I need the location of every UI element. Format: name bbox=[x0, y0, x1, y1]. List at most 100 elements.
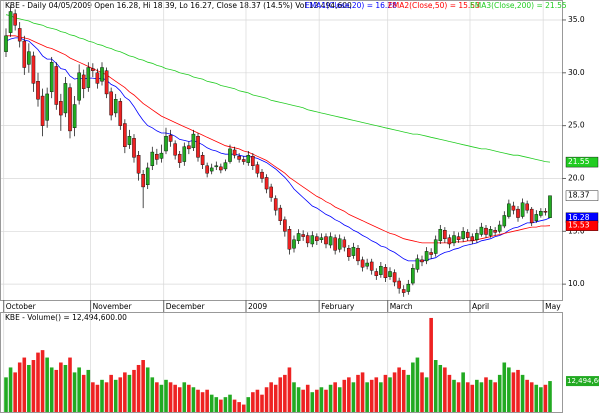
candle-body bbox=[507, 203, 511, 217]
candle-body bbox=[406, 283, 411, 292]
candle-body bbox=[241, 159, 246, 162]
volume-bar bbox=[200, 392, 205, 412]
candle-body bbox=[278, 207, 283, 221]
candle-body bbox=[328, 236, 333, 246]
volume-bar bbox=[8, 367, 13, 412]
candle-body bbox=[315, 236, 319, 242]
volume-bar bbox=[351, 382, 356, 412]
volume-bar bbox=[502, 362, 507, 412]
x-tick-label: April bbox=[472, 302, 489, 311]
candle-body bbox=[22, 40, 27, 68]
volume-bar bbox=[507, 367, 511, 412]
candle-body bbox=[118, 101, 123, 126]
candle-body bbox=[347, 248, 351, 257]
volume-bar bbox=[241, 404, 246, 412]
volume-bar bbox=[415, 357, 420, 412]
candle-body bbox=[177, 153, 182, 163]
candle-body bbox=[415, 258, 420, 270]
candle-body bbox=[159, 152, 164, 159]
candle-body bbox=[497, 224, 502, 232]
candle-body bbox=[310, 235, 315, 245]
volume-bar bbox=[22, 357, 27, 412]
x-tick-label: May bbox=[545, 302, 561, 311]
volume-bar bbox=[392, 372, 397, 412]
volume-bar bbox=[424, 377, 429, 412]
candle-body bbox=[452, 235, 456, 244]
value-tag bbox=[565, 156, 599, 168]
x-tick-label: December bbox=[166, 302, 206, 311]
candle-body bbox=[68, 87, 72, 132]
volume-bar bbox=[123, 372, 127, 412]
volume-header: KBE - Volume() = 12,494,600.00 bbox=[5, 313, 127, 322]
candle-body bbox=[214, 165, 219, 168]
volume-bar bbox=[141, 360, 145, 412]
volume-bar bbox=[273, 384, 278, 412]
volume-bar bbox=[104, 382, 109, 412]
volume-bar bbox=[49, 367, 54, 412]
volume-bar bbox=[333, 382, 337, 412]
candle-body bbox=[91, 68, 95, 71]
candle-body bbox=[132, 138, 136, 158]
volume-bar bbox=[539, 387, 543, 412]
volume-bar bbox=[246, 397, 251, 412]
volume-bar bbox=[383, 374, 388, 412]
volume-bar bbox=[548, 381, 552, 412]
candle-body bbox=[59, 101, 63, 116]
volume-bar bbox=[388, 377, 392, 412]
volume-bar bbox=[529, 382, 534, 412]
volume-bar bbox=[411, 362, 415, 412]
volume-bar bbox=[520, 374, 525, 412]
volume-bar bbox=[543, 384, 548, 412]
candle-body bbox=[305, 235, 310, 244]
candle-body bbox=[529, 208, 534, 224]
volume-bar bbox=[187, 384, 191, 412]
candle-body bbox=[511, 205, 516, 211]
volume-bar bbox=[13, 372, 17, 412]
volume-bar bbox=[324, 389, 328, 412]
volume-bar bbox=[534, 384, 539, 412]
candle-body bbox=[31, 55, 36, 84]
volume-bar bbox=[95, 384, 100, 412]
volume-bar bbox=[278, 377, 283, 412]
volume-bar bbox=[150, 377, 155, 412]
volume-bar bbox=[488, 379, 493, 412]
candle-body bbox=[539, 211, 543, 216]
candle-body bbox=[81, 74, 86, 89]
candle-body bbox=[424, 251, 429, 262]
value-tag-label: 18.37 bbox=[568, 191, 590, 200]
volume-bar bbox=[406, 374, 411, 412]
candle-body bbox=[484, 227, 488, 235]
candle-body bbox=[109, 91, 113, 116]
volume-bar bbox=[438, 364, 443, 412]
volume-bar bbox=[443, 367, 447, 412]
candle-body bbox=[4, 35, 8, 52]
price-header: KBE - Daily 04/05/2009 Open 16.28, Hi 18… bbox=[5, 1, 352, 10]
volume-bar bbox=[465, 382, 470, 412]
candle-body bbox=[86, 67, 91, 88]
volume-bar bbox=[40, 350, 45, 412]
x-tick-label: November bbox=[93, 302, 133, 311]
volume-bar bbox=[260, 394, 264, 412]
volume-bar bbox=[369, 379, 374, 412]
candle-body bbox=[420, 259, 424, 263]
volume-bar bbox=[182, 382, 187, 412]
candle-body bbox=[8, 11, 13, 33]
volume-bar bbox=[136, 364, 141, 412]
candle-body bbox=[548, 195, 552, 218]
candle-body bbox=[456, 236, 461, 240]
value-tag-label: 16.28 bbox=[568, 213, 590, 222]
candle-body bbox=[520, 202, 525, 217]
candle-body bbox=[516, 208, 520, 218]
candle-body bbox=[40, 95, 45, 126]
volume-bar bbox=[301, 389, 305, 412]
volume-bar bbox=[4, 377, 8, 412]
volume-bar bbox=[292, 382, 296, 412]
legend-entry: EMA2(Close,50) = 15.53 bbox=[388, 1, 480, 10]
volume-bar bbox=[397, 367, 401, 412]
volume-bar bbox=[45, 357, 49, 412]
candle-body bbox=[433, 239, 438, 254]
volume-bar bbox=[283, 374, 287, 412]
candle-body bbox=[17, 28, 22, 42]
volume-bar bbox=[525, 379, 529, 412]
volume-bar bbox=[109, 374, 113, 412]
